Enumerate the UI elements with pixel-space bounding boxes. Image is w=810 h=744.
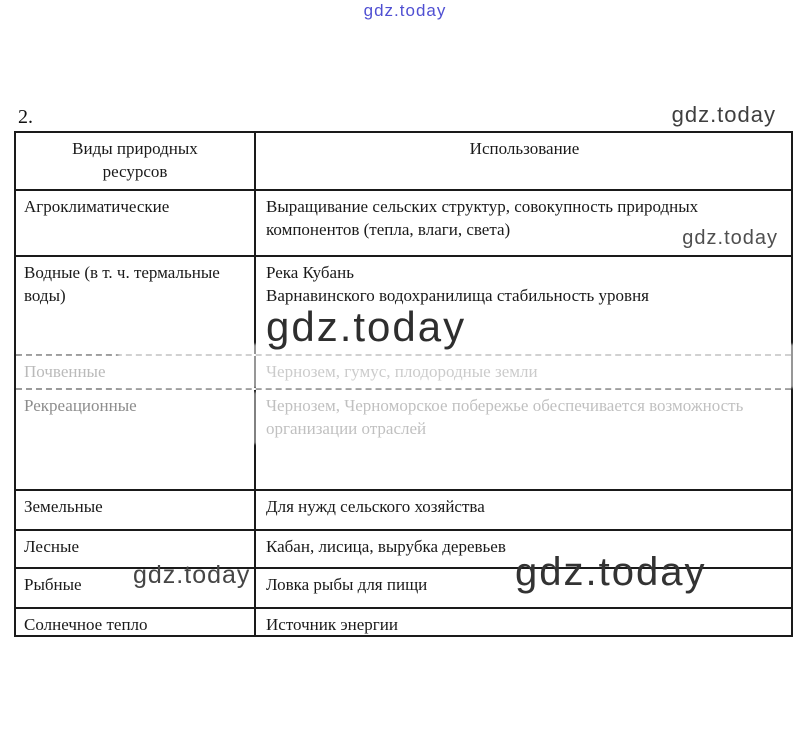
header-usage: Использование <box>254 133 791 189</box>
usage-cell: Выращивание сельских структур, совокупно… <box>254 191 791 255</box>
usage-cell: Чернозем, гумус, плодородные земли <box>254 356 791 388</box>
watermark-top-right: gdz.today <box>671 102 776 127</box>
usage-cell: Источник энергии <box>254 609 791 635</box>
resource-cell: Рекреационные <box>24 396 137 415</box>
resource-cell: Солнечное тепло <box>24 615 148 634</box>
table-row-soil: Почвенные Чернозем, гумус, плодородные з… <box>16 354 791 388</box>
resource-cell: Водные (в т. ч. термальные воды) <box>24 263 220 305</box>
usage-cell: Река Кубань Варнавинского водохранилища … <box>254 257 791 354</box>
table-row-water: Водные (в т. ч. термальные воды) Река Ку… <box>16 255 791 354</box>
table-row-forest: Лесные Кабан, лисица, вырубка деревьев <box>16 529 791 567</box>
resource-cell: Лесные <box>24 537 79 556</box>
natural-resources-table: Виды природных ресурсов Использование Аг… <box>14 131 793 637</box>
resource-cell: Почвенные <box>24 362 106 381</box>
table-row-recreational: Рекреационные Чернозем, Черноморское поб… <box>16 388 791 489</box>
table-row-solar: Солнечное тепло Источник энергии <box>16 607 791 635</box>
resource-cell: Рыбные <box>24 575 82 594</box>
header-resource-types: Виды природных ресурсов <box>16 133 254 189</box>
usage-cell: Чернозем, Черноморское побережье обеспеч… <box>254 390 791 489</box>
watermark-top: gdz.today <box>363 1 447 20</box>
usage-cell: Ловка рыбы для пищи <box>254 569 791 607</box>
question-number: 2. <box>18 106 33 128</box>
resource-cell: Агроклиматические <box>24 197 170 216</box>
usage-cell: Для нужд сельского хозяйства <box>254 491 791 529</box>
table-row-agroclimatic: Агроклиматические Выращивание сельских с… <box>16 189 791 255</box>
table-row-fish: Рыбные Ловка рыбы для пищи <box>16 567 791 607</box>
resource-cell: Земельные <box>24 497 103 516</box>
table-row-land: Земельные Для нужд сельского хозяйства <box>16 489 791 529</box>
table-header-row: Виды природных ресурсов Использование <box>16 133 791 189</box>
header-resource-types-label: Виды природных ресурсов <box>72 139 198 181</box>
usage-cell: Кабан, лисица, вырубка деревьев <box>254 531 791 567</box>
